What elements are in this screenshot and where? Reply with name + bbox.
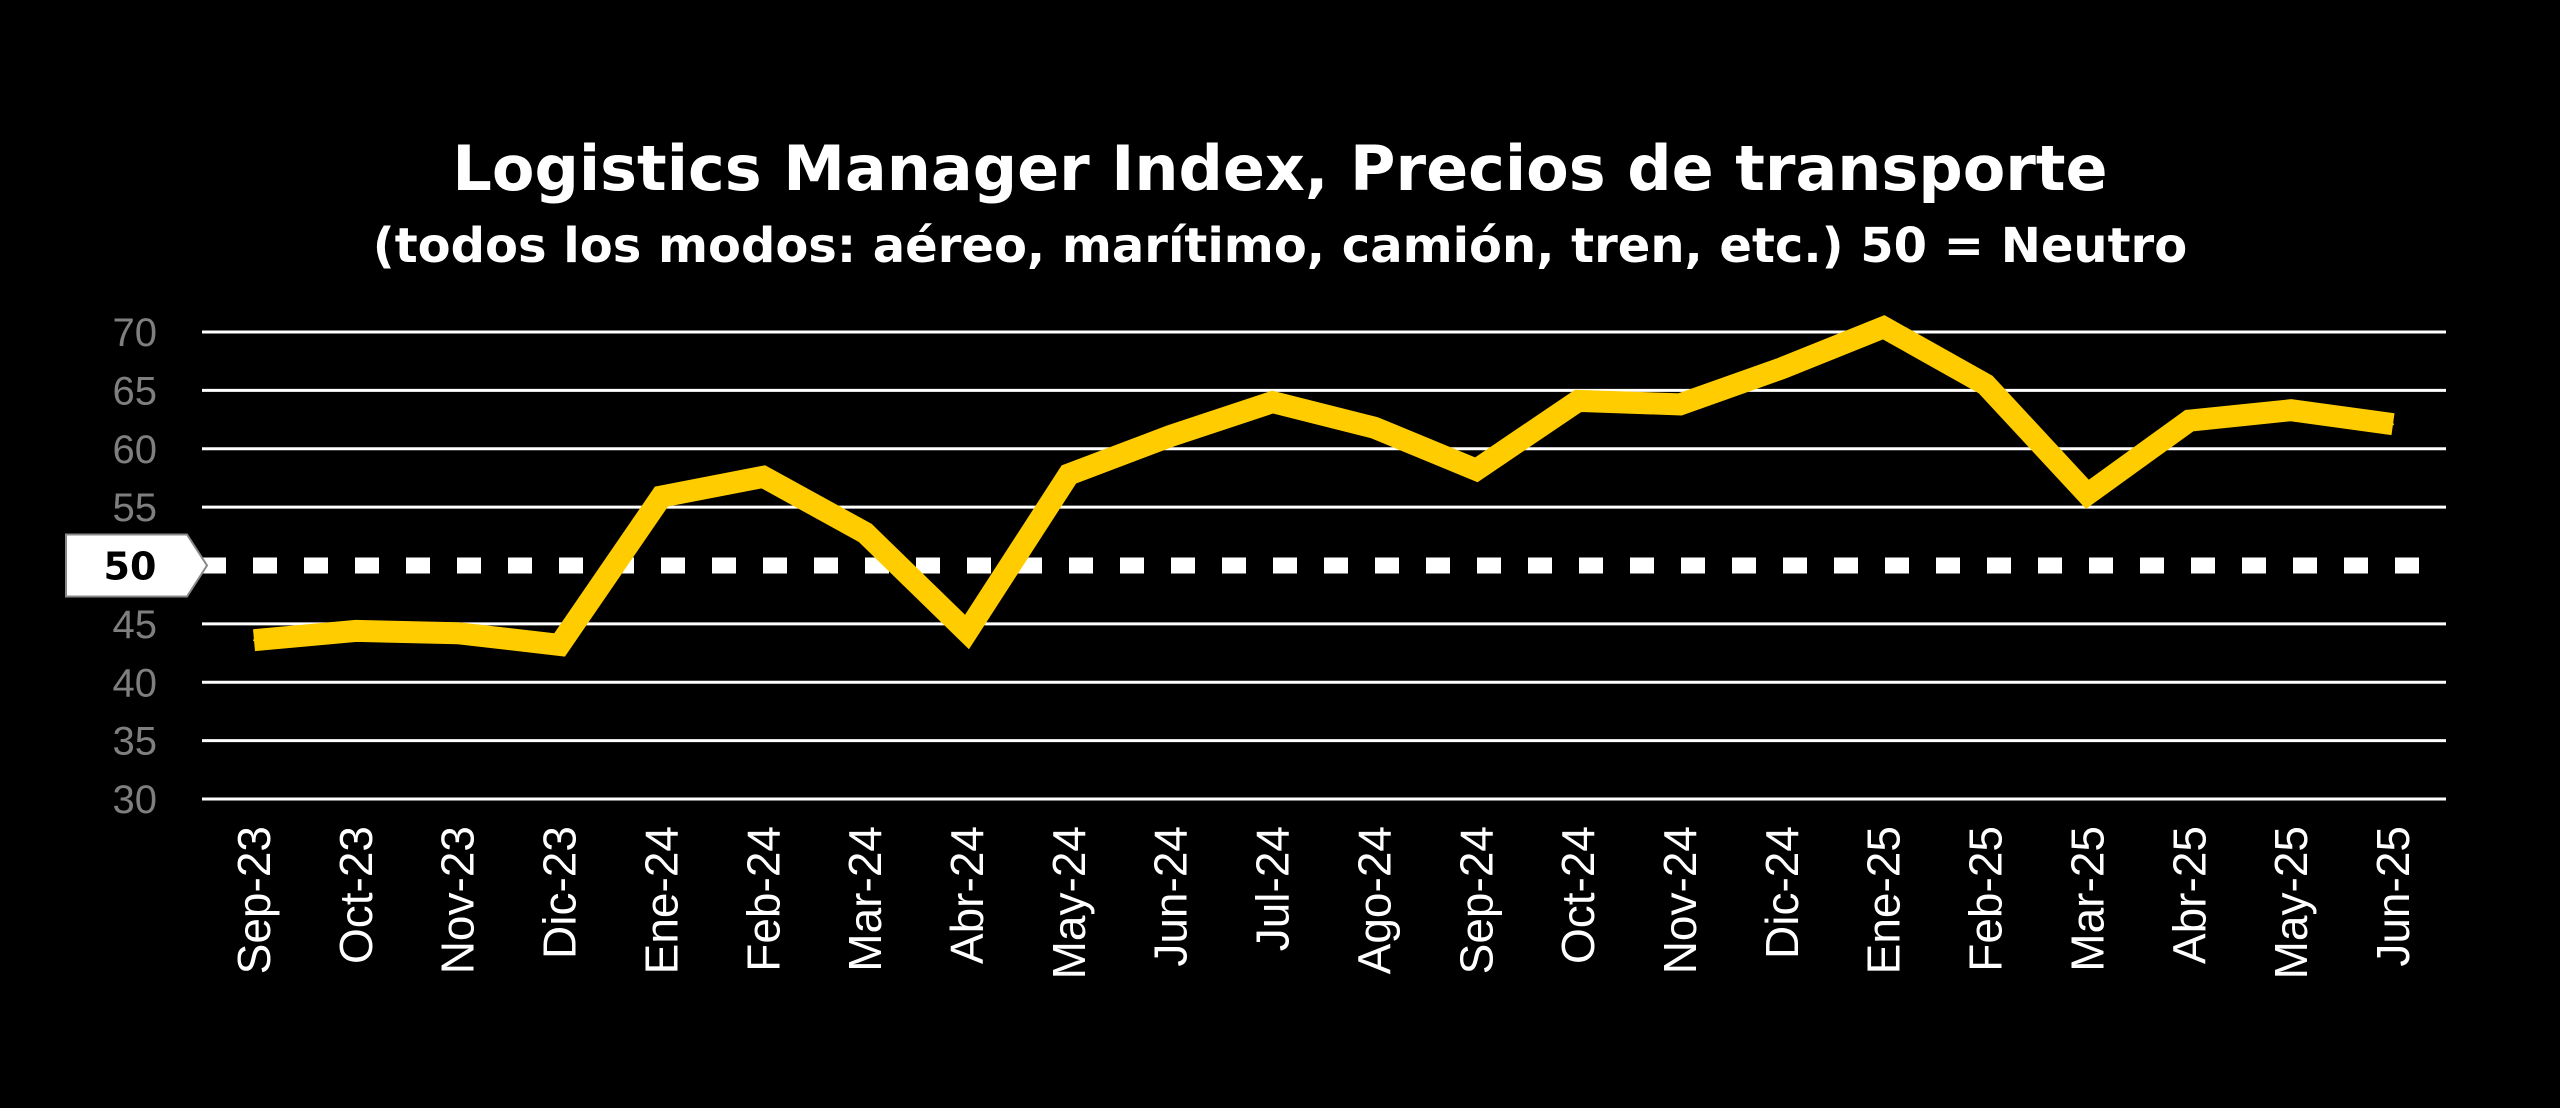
reference-label: 50 <box>104 545 157 589</box>
x-tick-label: Mar-25 <box>2061 826 2113 972</box>
y-tick-label: 60 <box>113 428 158 472</box>
data-point <box>1169 434 1172 437</box>
y-tick-label: 40 <box>113 661 158 705</box>
y-tick-label: 35 <box>113 720 158 764</box>
x-tick-label: Dic-23 <box>534 826 586 959</box>
x-tick-label: Mar-24 <box>839 826 891 972</box>
data-point <box>762 475 765 478</box>
data-point <box>1475 468 1478 471</box>
x-tick-label: Nov-23 <box>432 826 484 974</box>
data-point <box>1577 399 1580 402</box>
data-point <box>660 495 663 498</box>
data-point <box>1271 401 1274 404</box>
y-tick-label: 65 <box>113 369 158 413</box>
data-point <box>558 643 561 646</box>
x-tick-label: Oct-23 <box>330 826 382 964</box>
data-point <box>1679 403 1681 406</box>
x-tick-label: Abr-24 <box>941 826 993 964</box>
data-point <box>354 629 357 632</box>
data-point <box>1780 367 1783 370</box>
data-point <box>1067 473 1070 476</box>
data-point <box>1984 383 1987 386</box>
data-point <box>456 632 459 635</box>
x-tick-label: May-25 <box>2265 826 2317 979</box>
data-point <box>2086 493 2089 496</box>
x-tick-label: Oct-24 <box>1552 826 1604 964</box>
x-tick-label: Jul-24 <box>1247 826 1299 951</box>
data-point <box>2188 419 2191 422</box>
y-tick-label: 30 <box>113 778 158 822</box>
data-point <box>2290 409 2293 412</box>
chart-title: Logistics Manager Index, Precios de tran… <box>452 132 2107 205</box>
x-tick-label: Sep-23 <box>228 826 280 974</box>
y-tick-label: 55 <box>113 486 158 530</box>
x-tick-label: Ene-25 <box>1858 826 1910 974</box>
x-tick-label: Dic-24 <box>1756 826 1808 959</box>
data-point <box>253 639 255 642</box>
reference-label-box <box>65 533 209 598</box>
x-tick-label: Abr-25 <box>2163 826 2215 964</box>
data-point <box>864 531 867 534</box>
y-axis: 30 35 40 45 55 60 65 70 <box>113 311 158 822</box>
series-group <box>253 315 2395 657</box>
y-tick-label: 45 <box>113 603 158 647</box>
data-point <box>966 631 968 634</box>
data-point <box>1373 426 1376 429</box>
x-tick-label: Ene-24 <box>635 826 687 974</box>
chart-subtitle: (todos los modos: aéreo, marítimo, camió… <box>373 218 2187 274</box>
x-tick-label: Jun-24 <box>1145 826 1197 967</box>
reference-line-group: 50 <box>65 533 2446 598</box>
x-tick-label: Nov-24 <box>1654 826 1706 974</box>
x-tick-label: Sep-24 <box>1450 826 1502 974</box>
y-tick-label: 70 <box>113 311 158 355</box>
series-line <box>253 315 2395 657</box>
x-axis: Sep-23 Oct-23 Nov-23 Dic-23 Ene-24 Feb-24 Mar-… <box>228 826 2419 979</box>
data-point <box>2392 423 2394 426</box>
x-tick-label: Ago-24 <box>1348 826 1400 974</box>
x-tick-label: Feb-24 <box>737 826 789 972</box>
data-point <box>1882 326 1885 329</box>
x-tick-label: May-24 <box>1043 826 1095 979</box>
x-tick-label: Jun-25 <box>2367 826 2419 967</box>
x-tick-label: Feb-25 <box>1960 826 2012 972</box>
